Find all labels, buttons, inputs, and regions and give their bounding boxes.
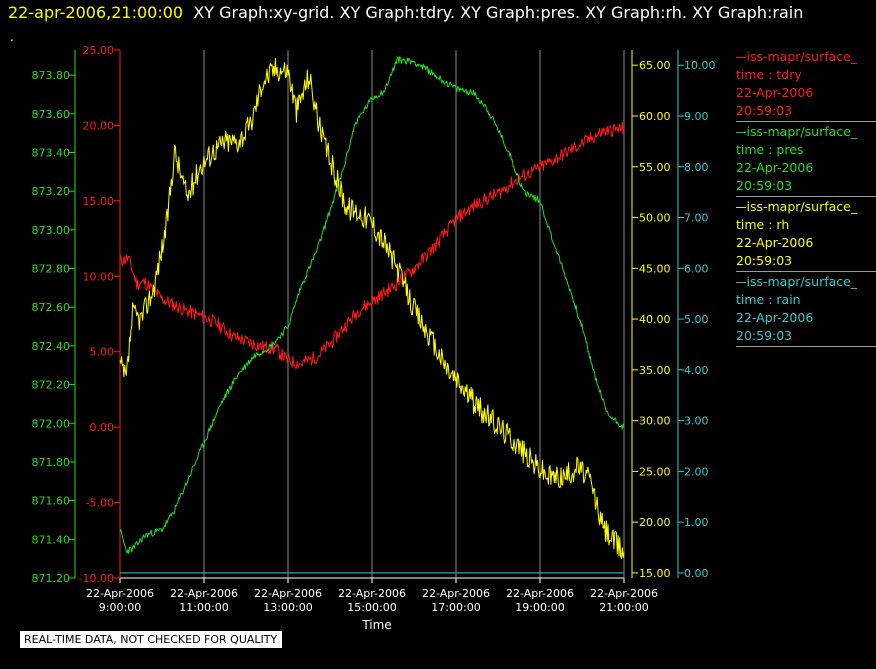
legend-name: —iss-mapr/surface_: [736, 274, 858, 289]
legend-name: —iss-mapr/surface_: [736, 199, 858, 214]
pres-tick-label: 873.60: [32, 108, 71, 121]
pres-tick-label: 872.80: [32, 263, 71, 276]
status-dot: .: [10, 30, 14, 44]
rh-tick-label: 20.00: [639, 516, 671, 529]
rain-tick-label: 5.00: [684, 313, 709, 326]
pres-tick-label: 871.40: [32, 533, 71, 546]
legend-name: —iss-mapr/surface_: [736, 124, 858, 139]
legend-date: 22-Apr-2006: [736, 310, 814, 325]
legend-field: time : pres: [736, 142, 804, 157]
pres-tick-label: 873.00: [32, 224, 71, 237]
legend-time: 20:59:03: [736, 178, 793, 193]
rh-tick-label: 30.00: [639, 415, 671, 428]
x-tick-label: 22-Apr-2006: [590, 587, 658, 600]
rain-tick-label: 6.00: [684, 262, 709, 275]
x-tick-label: 17:00:00: [431, 601, 480, 614]
x-tick-label: 22-Apr-2006: [338, 587, 406, 600]
x-tick-label: 9:00:00: [99, 601, 141, 614]
x-tick-label: 19:00:00: [515, 601, 564, 614]
legend-name: —iss-mapr/surface_: [736, 49, 858, 64]
tdry-tick-label: 10.00: [83, 270, 115, 283]
x-tick-label: 11:00:00: [179, 601, 228, 614]
x-tick-label: 22-Apr-2006: [86, 587, 154, 600]
quality-disclaimer: REAL-TIME DATA, NOT CHECKED FOR QUALITY: [20, 631, 283, 648]
tdry-tick-label: 15.00: [83, 195, 115, 208]
rain-tick-label: 10.00: [684, 59, 716, 72]
pres-tick-label: 872.60: [32, 301, 71, 314]
pres-tick-label: 872.40: [32, 340, 71, 353]
x-tick-label: 22-Apr-2006: [422, 587, 490, 600]
x-tick-label: 22-Apr-2006: [170, 587, 238, 600]
pres-tick-label: 873.20: [32, 185, 71, 198]
series-tdry-line: [119, 121, 625, 369]
x-axis-title: Time: [361, 618, 391, 632]
rain-tick-label: 9.00: [684, 110, 709, 123]
tdry-tick-label: 5.00: [90, 346, 115, 359]
rain-tick-label: 2.00: [684, 465, 709, 478]
rh-tick-label: 60.00: [639, 110, 671, 123]
legend: —iss-mapr/surface_ time : tdry 22-Apr-20…: [736, 48, 876, 348]
pres-tick-label: 873.40: [32, 147, 71, 160]
rh-tick-label: 40.00: [639, 313, 671, 326]
rh-tick-label: 55.00: [639, 161, 671, 174]
series-pres-line: [119, 56, 625, 554]
rh-tick-label: 25.00: [639, 465, 671, 478]
rh-tick-label: 50.00: [639, 212, 671, 225]
tdry-tick-label: 20.00: [83, 119, 115, 132]
graph-list: XY Graph:xy-grid. XY Graph:tdry. XY Grap…: [193, 3, 804, 22]
legend-field: time : tdry: [736, 67, 802, 82]
legend-rain: —iss-mapr/surface_ time : rain 22-Apr-20…: [736, 273, 876, 347]
rain-tick-label: 4.00: [684, 364, 709, 377]
legend-time: 20:59:03: [736, 328, 793, 343]
x-tick-label: 13:00:00: [263, 601, 312, 614]
legend-date: 22-Apr-2006: [736, 85, 814, 100]
legend-tdry: —iss-mapr/surface_ time : tdry 22-Apr-20…: [736, 48, 876, 122]
rh-tick-label: 65.00: [639, 59, 671, 72]
legend-pres: —iss-mapr/surface_ time : pres 22-Apr-20…: [736, 123, 876, 197]
rain-tick-label: 7.00: [684, 212, 709, 225]
tdry-tick-label: -5.00: [86, 497, 114, 510]
rh-tick-label: 15.00: [639, 567, 671, 580]
rh-tick-label: 35.00: [639, 364, 671, 377]
x-tick-label: 21:00:00: [599, 601, 648, 614]
legend-rh: —iss-mapr/surface_ time : rh 22-Apr-2006…: [736, 198, 876, 272]
x-tick-label: 22-Apr-2006: [254, 587, 322, 600]
pres-tick-label: 871.60: [32, 495, 71, 508]
timestamp: 22-apr-2006,21:00:00: [8, 3, 184, 22]
rain-tick-label: 0.00: [684, 567, 709, 580]
pres-tick-label: 872.00: [32, 417, 71, 430]
rh-tick-label: 45.00: [639, 262, 671, 275]
x-tick-label: 22-Apr-2006: [506, 587, 574, 600]
pres-tick-label: 871.20: [32, 572, 71, 585]
rain-tick-label: 1.00: [684, 516, 709, 529]
legend-date: 22-Apr-2006: [736, 160, 814, 175]
rain-tick-label: 3.00: [684, 415, 709, 428]
legend-field: time : rh: [736, 217, 790, 232]
legend-time: 20:59:03: [736, 253, 793, 268]
pres-tick-label: 871.80: [32, 456, 71, 469]
pres-tick-label: 873.80: [32, 69, 71, 82]
pres-tick-label: 872.20: [32, 379, 71, 392]
graph-title: 22-apr-2006,21:00:00 XY Graph:xy-grid. X…: [8, 3, 803, 22]
legend-date: 22-Apr-2006: [736, 235, 814, 250]
legend-field: time : rain: [736, 292, 801, 307]
tdry-tick-label: 25.00: [83, 44, 115, 57]
rain-tick-label: 8.00: [684, 161, 709, 174]
tdry-tick-label: -10.00: [79, 572, 114, 585]
x-tick-label: 15:00:00: [347, 601, 396, 614]
legend-time: 20:59:03: [736, 103, 793, 118]
series-rh-line: [119, 58, 625, 560]
tdry-tick-label: 0.00: [90, 421, 115, 434]
